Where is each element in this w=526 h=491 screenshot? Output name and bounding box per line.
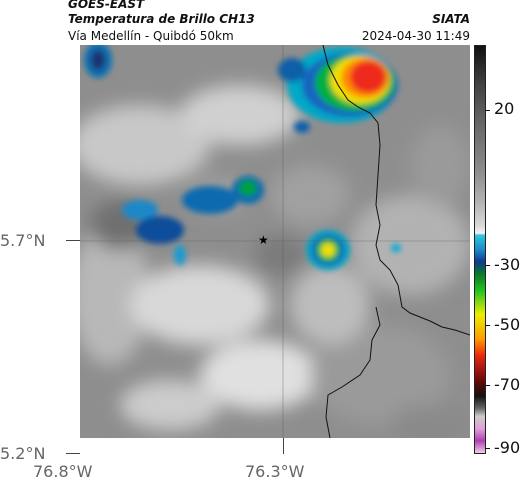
map-title-product: Temperatura de Brillo CH13	[68, 12, 255, 26]
colorbar-tick-20	[485, 110, 490, 111]
lon-tick-76-3	[283, 438, 284, 454]
map-title-satellite: GOES-EAST	[68, 0, 145, 11]
lat-tick-5-7	[66, 240, 80, 241]
temperature-colorbar	[474, 45, 486, 454]
border-line-east	[322, 45, 470, 336]
colorbar-label-minus90: -90	[494, 438, 521, 457]
convective-cloud-northeast	[278, 47, 398, 133]
border-line-south	[325, 306, 381, 438]
map-area-label: Vía Medellín - Quibdó 50km	[68, 29, 234, 43]
colorbar-label-minus30: -30	[494, 255, 521, 274]
convective-cloud-central	[306, 230, 401, 270]
cloud-texture	[80, 85, 470, 438]
colorbar-tick-minus30	[485, 265, 490, 266]
lon-tick-label-76-3: 76.3°W	[245, 462, 305, 481]
map-timestamp: 2024-04-30 11:49	[361, 29, 470, 43]
colorbar-label-20: 20	[494, 99, 515, 118]
colorbar-tick-minus90	[485, 448, 490, 449]
lat-tick-label-5-2: 5.2°N	[0, 444, 46, 463]
colorbar-label-minus70: -70	[494, 375, 521, 394]
location-marker-icon: ★	[258, 233, 269, 247]
satellite-map	[80, 45, 470, 438]
lat-tick-label-5-7: 5.7°N	[0, 231, 46, 250]
map-organization-label: SIATA	[432, 12, 470, 26]
map-svg	[80, 45, 470, 438]
lon-tick-label-76-8: 76.8°W	[33, 462, 93, 481]
colorbar-tick-minus50	[485, 325, 490, 326]
convective-cloud-top-left	[84, 45, 112, 78]
colorbar-tick-minus70	[485, 385, 490, 386]
lat-tick-5-2	[66, 453, 80, 454]
colorbar-label-minus50: -50	[494, 315, 521, 334]
convective-cloud-west	[122, 176, 264, 265]
